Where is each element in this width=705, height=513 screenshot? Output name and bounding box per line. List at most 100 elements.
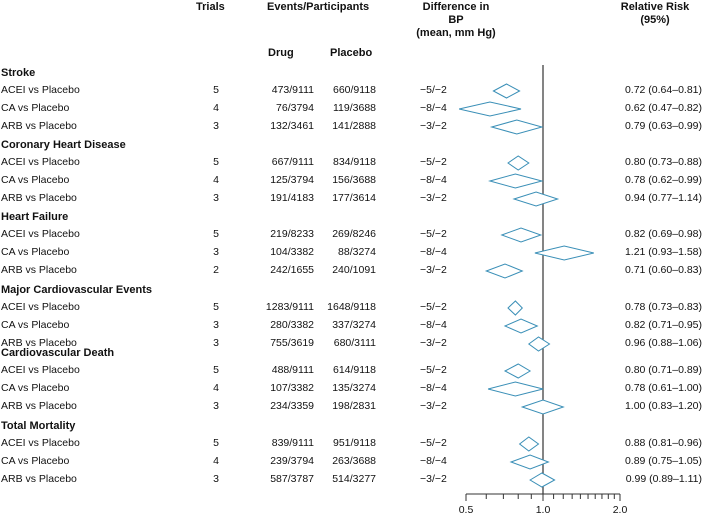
- drug-events-cell: 473/9111: [271, 84, 314, 96]
- row-label: CA vs Placebo: [1, 319, 70, 331]
- trials-cell: 3: [213, 319, 219, 331]
- estimate-diamond: [503, 318, 539, 334]
- bp-diff-cell: −8/−4: [420, 382, 447, 394]
- bp-diff-cell: −8/−4: [420, 174, 447, 186]
- estimate-diamond: [492, 83, 521, 99]
- placebo-events-cell: 177/3614: [332, 192, 376, 204]
- x-tick-label: 0.5: [459, 504, 474, 513]
- rr-header: Relative Risk (95%): [610, 1, 700, 27]
- row-label: ACEI vs Placebo: [1, 437, 80, 449]
- drug-events-cell: 125/3794: [270, 174, 314, 186]
- x-tick-label: 2.0: [613, 504, 628, 513]
- bp-header-line1: Difference in: [422, 1, 490, 13]
- trials-cell: 2: [213, 264, 219, 276]
- relative-risk-cell: 0.89 (0.75–1.05): [624, 455, 702, 467]
- x-tick-label: 1.0: [536, 504, 551, 513]
- group-title: Coronary Heart Disease: [1, 139, 126, 151]
- estimate-diamond: [534, 245, 594, 261]
- row-label: ARB vs Placebo: [1, 400, 77, 412]
- bp-header-line2: BP: [448, 14, 464, 26]
- trials-cell: 3: [213, 400, 219, 412]
- group-title: Heart Failure: [1, 211, 69, 223]
- bp-diff-cell: −3/−2: [420, 192, 447, 204]
- row-label: ARB vs Placebo: [1, 264, 77, 276]
- drug-events-cell: 755/3619: [270, 337, 314, 349]
- placebo-events-cell: 135/3274: [332, 382, 376, 394]
- row-label: CA vs Placebo: [1, 246, 70, 258]
- drug-events-cell: 132/3461: [270, 120, 314, 132]
- estimate-diamond: [520, 399, 565, 415]
- drug-events-cell: 839/9111: [271, 437, 314, 449]
- estimate-diamond: [488, 173, 544, 189]
- relative-risk-cell: 0.94 (0.77–1.14): [624, 192, 702, 204]
- bp-diff-cell: −5/−2: [420, 437, 447, 449]
- drug-events-cell: 234/3359: [270, 400, 314, 412]
- group-title: Major Cardiovascular Events: [1, 284, 153, 296]
- placebo-events-cell: 660/9118: [332, 84, 376, 96]
- trials-cell: 4: [213, 174, 219, 186]
- bp-diff-cell: −5/−2: [420, 301, 447, 313]
- bp-header-line3: (mean, mm Hg): [416, 27, 496, 39]
- bp-diff-cell: −8/−4: [420, 455, 447, 467]
- placebo-events-cell: 1648/9118: [327, 301, 376, 313]
- bp-diff-cell: −5/−2: [420, 228, 447, 240]
- relative-risk-cell: 0.96 (0.88–1.06): [624, 337, 702, 349]
- estimate-diamond: [529, 472, 556, 488]
- bp-diff-cell: −5/−2: [420, 84, 447, 96]
- bp-header: Difference in BP (mean, mm Hg): [411, 1, 501, 40]
- placebo-events-cell: 198/2831: [332, 400, 376, 412]
- placebo-events-cell: 88/3274: [338, 246, 376, 258]
- trials-cell: 5: [213, 84, 219, 96]
- row-label: ACEI vs Placebo: [1, 364, 80, 376]
- trials-cell: 3: [213, 120, 219, 132]
- drug-header: Drug: [268, 47, 294, 59]
- estimate-diamond: [507, 300, 524, 316]
- drug-events-cell: 191/4183: [270, 192, 314, 204]
- row-label: ACEI vs Placebo: [1, 156, 80, 168]
- drug-events-cell: 219/8233: [270, 228, 314, 240]
- bp-diff-cell: −3/−2: [420, 120, 447, 132]
- group-title: Stroke: [1, 67, 36, 79]
- relative-risk-cell: 0.88 (0.81–0.96): [624, 437, 702, 449]
- trials-cell: 3: [213, 246, 219, 258]
- estimate-diamond: [527, 336, 551, 352]
- drug-events-cell: 280/3382: [270, 319, 314, 331]
- relative-risk-cell: 0.78 (0.73–0.83): [624, 301, 702, 313]
- row-label: CA vs Placebo: [1, 174, 70, 186]
- drug-events-cell: 587/3787: [270, 473, 314, 485]
- bp-diff-cell: −8/−4: [420, 246, 447, 258]
- placebo-events-cell: 951/9118: [332, 437, 376, 449]
- row-label: ARB vs Placebo: [1, 192, 77, 204]
- estimate-diamond: [503, 363, 532, 379]
- row-label: ARB vs Placebo: [1, 473, 77, 485]
- row-label: ACEI vs Placebo: [1, 84, 80, 96]
- relative-risk-cell: 0.62 (0.47–0.82): [624, 102, 702, 114]
- trials-cell: 4: [213, 455, 219, 467]
- rr-header-line1: Relative Risk: [620, 1, 690, 13]
- row-label: CA vs Placebo: [1, 455, 70, 467]
- trials-cell: 4: [213, 382, 219, 394]
- drug-events-cell: 667/9111: [271, 156, 314, 168]
- trials-cell: 3: [213, 192, 219, 204]
- relative-risk-cell: 0.80 (0.71–0.89): [624, 364, 702, 376]
- trials-cell: 3: [213, 337, 219, 349]
- row-label: ARB vs Placebo: [1, 120, 77, 132]
- trials-cell: 5: [213, 437, 219, 449]
- drug-events-cell: 242/1655: [270, 264, 314, 276]
- trials-cell: 5: [213, 156, 219, 168]
- relative-risk-cell: 0.78 (0.61–1.00): [624, 382, 702, 394]
- placebo-events-cell: 614/9118: [332, 364, 376, 376]
- row-label: ACEI vs Placebo: [1, 228, 80, 240]
- relative-risk-cell: 0.71 (0.60–0.83): [624, 264, 702, 276]
- drug-events-cell: 104/3382: [270, 246, 314, 258]
- placebo-events-cell: 156/3688: [332, 174, 376, 186]
- drug-events-cell: 76/3794: [276, 102, 314, 114]
- rr-header-line2: (95%): [640, 14, 670, 26]
- row-label: CA vs Placebo: [1, 382, 70, 394]
- drug-events-cell: 488/9111: [271, 364, 314, 376]
- relative-risk-cell: 0.79 (0.63–0.99): [624, 120, 702, 132]
- bp-diff-cell: −5/−2: [420, 364, 447, 376]
- estimate-diamond: [489, 119, 544, 135]
- group-title: Cardiovascular Death: [1, 347, 115, 359]
